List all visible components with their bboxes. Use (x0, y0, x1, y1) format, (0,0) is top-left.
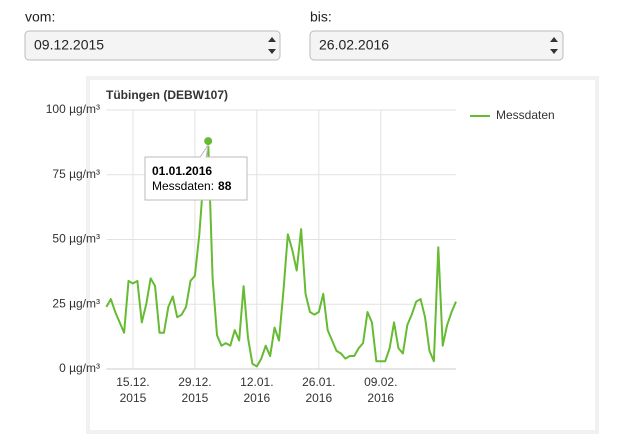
to-label: bis: (310, 9, 332, 25)
x-tick-label: 2015 (120, 391, 147, 405)
y-tick-label: 0 µg/m³ (59, 361, 100, 375)
y-tick-label: 75 µg/m³ (52, 167, 100, 181)
tooltip-box (144, 144, 248, 201)
data-line (105, 140, 457, 368)
x-tick-label: 2016 (305, 391, 332, 405)
hover-point (203, 136, 214, 147)
tooltip-value: 88 (218, 179, 232, 193)
y-tick-label: 100 µg/m³ (46, 102, 100, 116)
from-value: 09.12.2015 (34, 37, 104, 53)
y-tick-label: 25 µg/m³ (52, 296, 100, 310)
x-tick-label: 15.12. (116, 375, 149, 389)
x-tick-label: 26.01. (302, 375, 335, 389)
tooltip-title: 01.01.2016 (152, 164, 212, 178)
y-tick-label: 50 µg/m³ (52, 232, 100, 246)
x-tick-label: 12.01. (240, 375, 273, 389)
x-tick-label: 2016 (244, 391, 271, 405)
x-tick-label: 29.12. (178, 375, 211, 389)
to-value: 26.02.2016 (319, 37, 389, 53)
select-arrows (550, 37, 558, 54)
chart-title: Tübingen (DEBW107) (106, 88, 228, 102)
x-tick-label: 2015 (182, 391, 209, 405)
legend-label: Messdaten (496, 108, 555, 122)
from-label: vom: (25, 9, 55, 25)
to-select[interactable] (309, 30, 564, 61)
select-arrows (268, 37, 276, 54)
x-tick-label: 2016 (367, 391, 394, 405)
from-select[interactable] (24, 30, 281, 61)
tooltip-label: Messdaten: (152, 179, 214, 193)
chart-panel (90, 80, 595, 430)
x-tick-label: 09.02. (364, 375, 397, 389)
